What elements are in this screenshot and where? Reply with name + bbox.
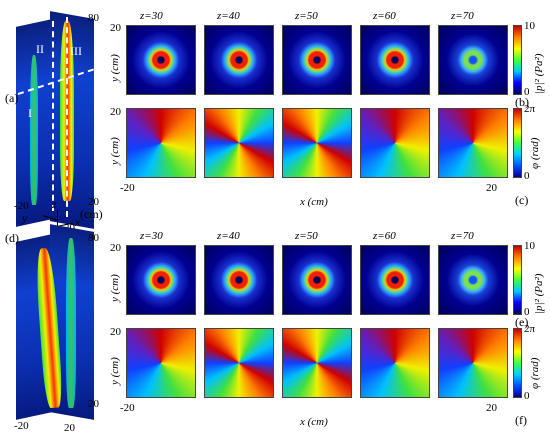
cbar-tick-10-e: 10 (524, 240, 535, 252)
panel-label-d: (d) (5, 231, 19, 245)
axes-indicator: z y x (22, 197, 100, 238)
y-label-f-wrap: y (cm) (109, 345, 123, 385)
amp-map-e-5 (438, 245, 508, 315)
phase-map-f-4 (360, 328, 430, 398)
amp-map-b-1 (126, 25, 196, 95)
axis-letter-y: y (22, 211, 28, 225)
tick-20-a-right: 20 (88, 196, 99, 208)
amp-map-b-5 (438, 25, 508, 95)
phase-map-f-5 (438, 328, 508, 398)
panel-label-a: (a) (5, 91, 19, 105)
phase-map-f-3 (282, 328, 352, 398)
phase-map-c-3 (282, 108, 352, 178)
tick-20-f-y: 20 (110, 326, 121, 338)
dashed-line-vertical-right (66, 17, 68, 217)
y-label-e-wrap: y (cm) (109, 262, 123, 302)
tick-neg20-a: -20 (14, 200, 29, 212)
y-label-f: y (cm) (109, 357, 121, 385)
cbar-label-amp-b-wrap: |p|² (Pa²) (533, 24, 547, 94)
z-label-bottom-3: z=50 (295, 230, 318, 242)
region-label-III: III (70, 44, 82, 58)
tick-neg20-f-x: -20 (120, 402, 135, 414)
z-label-bottom-1: z=30 (140, 230, 163, 242)
colorbar-amp-b (513, 25, 522, 95)
phase-map-f-2 (204, 328, 274, 398)
cbar-label-phase-c-wrap: φ (rad) (529, 117, 543, 169)
phase-map-c-5 (438, 108, 508, 178)
beam-side-d (66, 238, 76, 408)
panel-label-e: (e) (515, 315, 529, 329)
tick-neg20-d: -20 (14, 420, 29, 432)
z-label-top-2: z=40 (217, 10, 240, 22)
cbar-tick-2pi-c: 2π (524, 103, 536, 115)
beam-side-a (30, 55, 38, 205)
region-label-I: I (28, 106, 32, 120)
z-label-bottom-4: z=60 (373, 230, 396, 242)
amp-map-e-1 (126, 245, 196, 315)
phase-map-c-4 (360, 108, 430, 178)
y-label-b: y (cm) (109, 54, 121, 82)
panel-label-b: (b) (515, 95, 529, 109)
axis-cm-label: (cm) (80, 207, 103, 221)
colorbar-phase-f (513, 328, 522, 398)
dashed-line-vertical-left (52, 21, 54, 211)
amp-map-b-3 (282, 25, 352, 95)
cbar-tick-0-c: 0 (524, 170, 530, 182)
cbar-label-phase-f: φ (rad) (529, 357, 541, 389)
amp-map-b-4 (360, 25, 430, 95)
z-label-top-4: z=60 (373, 10, 396, 22)
z-label-bottom-5: z=70 (451, 230, 474, 242)
axis-letter-z: z (52, 197, 57, 211)
cbar-tick-0-b: 0 (524, 86, 530, 98)
y-label-c-wrap: y (cm) (109, 125, 123, 165)
phase-map-c-2 (204, 108, 274, 178)
panel-label-f: (f) (515, 413, 527, 427)
axis-letter-x: x (75, 215, 81, 229)
amp-map-e-2 (204, 245, 274, 315)
region-label-II: II (36, 42, 44, 56)
cbar-tick-0-e: 0 (524, 306, 530, 318)
cbar-label-phase-f-wrap: φ (rad) (529, 337, 543, 389)
cbar-tick-10-b: 10 (524, 20, 535, 32)
x-label-f: x (cm) (300, 416, 328, 428)
x-label-c: x (cm) (300, 196, 328, 208)
cbar-tick-2pi-f: 2π (524, 323, 536, 335)
tick-80-d: 80 (88, 232, 99, 244)
colorbar-phase-c (513, 108, 522, 178)
cbar-label-amp-e-wrap: |p|² (Pa²) (533, 244, 547, 314)
cbar-tick-0-f: 0 (524, 390, 530, 402)
phase-map-c-1 (126, 108, 196, 178)
z-label-top-1: z=30 (140, 10, 163, 22)
y-label-c: y (cm) (109, 137, 121, 165)
cbar-label-amp-e: |p|² (Pa²) (533, 273, 545, 314)
cbar-label-amp-b: |p|² (Pa²) (533, 53, 545, 94)
y-label-e: y (cm) (109, 274, 121, 302)
tick-20-c-x: 20 (486, 182, 497, 194)
z-label-top-3: z=50 (295, 10, 318, 22)
amp-map-b-2 (204, 25, 274, 95)
phase-map-f-1 (126, 328, 196, 398)
tick-20-d-right: 20 (88, 398, 99, 410)
tick-20-e-y: 20 (110, 242, 121, 254)
axis-arrow-y (42, 215, 59, 221)
cbar-label-phase-c: φ (rad) (529, 137, 541, 169)
tick-80-a: 80 (88, 12, 99, 24)
axis-arrow-z (57, 210, 58, 226)
y-label-b-wrap: y (cm) (109, 42, 123, 82)
tick-20-f-x: 20 (486, 402, 497, 414)
panel-label-c: (c) (515, 193, 529, 207)
amp-map-e-4 (360, 245, 430, 315)
tick-20-d-bottom: 20 (64, 422, 75, 434)
tick-neg20-c-x: -20 (120, 182, 135, 194)
colorbar-amp-e (513, 245, 522, 315)
z-label-top-5: z=70 (451, 10, 474, 22)
volume-plot-a: II III I (14, 11, 104, 229)
z-label-bottom-2: z=40 (217, 230, 240, 242)
volume-plot-d (14, 224, 98, 420)
amp-map-e-3 (282, 245, 352, 315)
tick-20-b-y: 20 (110, 22, 121, 34)
tick-20-c-y: 20 (110, 106, 121, 118)
